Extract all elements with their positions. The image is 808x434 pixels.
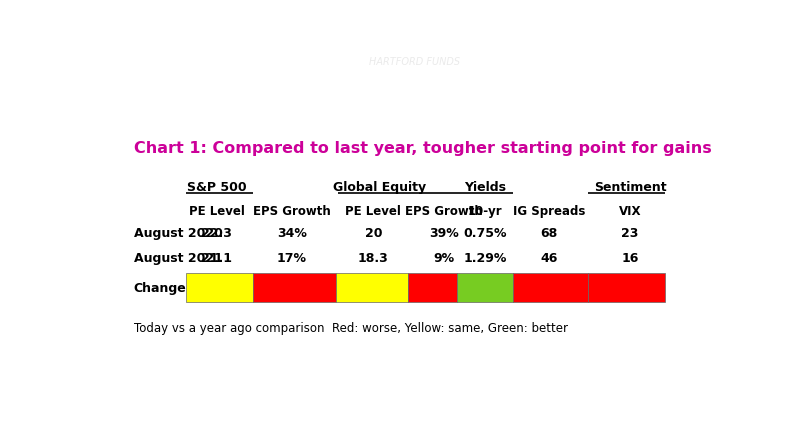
Text: PE Level: PE Level <box>346 204 402 217</box>
Text: PE Level: PE Level <box>189 204 245 217</box>
Text: Today vs a year ago comparison  Red: worse, Yellow: same, Green: better: Today vs a year ago comparison Red: wors… <box>133 321 567 334</box>
Text: Sentiment: Sentiment <box>594 181 667 194</box>
Bar <box>253 273 336 302</box>
Text: 16: 16 <box>621 251 639 264</box>
Text: 22.3: 22.3 <box>201 226 232 239</box>
Bar <box>457 273 513 302</box>
Text: HARTFORD FUNDS: HARTFORD FUNDS <box>368 57 460 67</box>
Text: 46: 46 <box>540 251 558 264</box>
Text: August 2021: August 2021 <box>133 251 222 264</box>
Text: 68: 68 <box>540 226 558 239</box>
Text: August 2020: August 2020 <box>133 226 222 239</box>
Text: S&P 500: S&P 500 <box>187 181 246 194</box>
Text: 20: 20 <box>364 226 382 239</box>
Text: 34%: 34% <box>277 226 307 239</box>
Bar <box>408 273 457 302</box>
Text: Chart 1: Compared to last year, tougher starting point for gains: Chart 1: Compared to last year, tougher … <box>133 141 711 156</box>
Text: Yields: Yields <box>464 181 506 194</box>
Text: IG Spreads: IG Spreads <box>512 204 585 217</box>
Text: 39%: 39% <box>429 226 459 239</box>
Bar <box>336 273 408 302</box>
Bar <box>186 273 253 302</box>
Bar <box>588 273 664 302</box>
Text: 23: 23 <box>621 226 639 239</box>
Text: 18.3: 18.3 <box>358 251 389 264</box>
Text: 1.29%: 1.29% <box>463 251 507 264</box>
Text: Change: Change <box>133 281 187 294</box>
Text: 9%: 9% <box>434 251 455 264</box>
Bar <box>513 273 588 302</box>
Text: Global Equity: Global Equity <box>333 181 427 194</box>
Text: VIX: VIX <box>619 204 642 217</box>
Text: 0.75%: 0.75% <box>463 226 507 239</box>
Text: 17%: 17% <box>277 251 307 264</box>
Text: EPS Growth: EPS Growth <box>406 204 483 217</box>
Text: 10-yr: 10-yr <box>468 204 503 217</box>
Text: 21.1: 21.1 <box>201 251 233 264</box>
Text: EPS Growth: EPS Growth <box>253 204 330 217</box>
